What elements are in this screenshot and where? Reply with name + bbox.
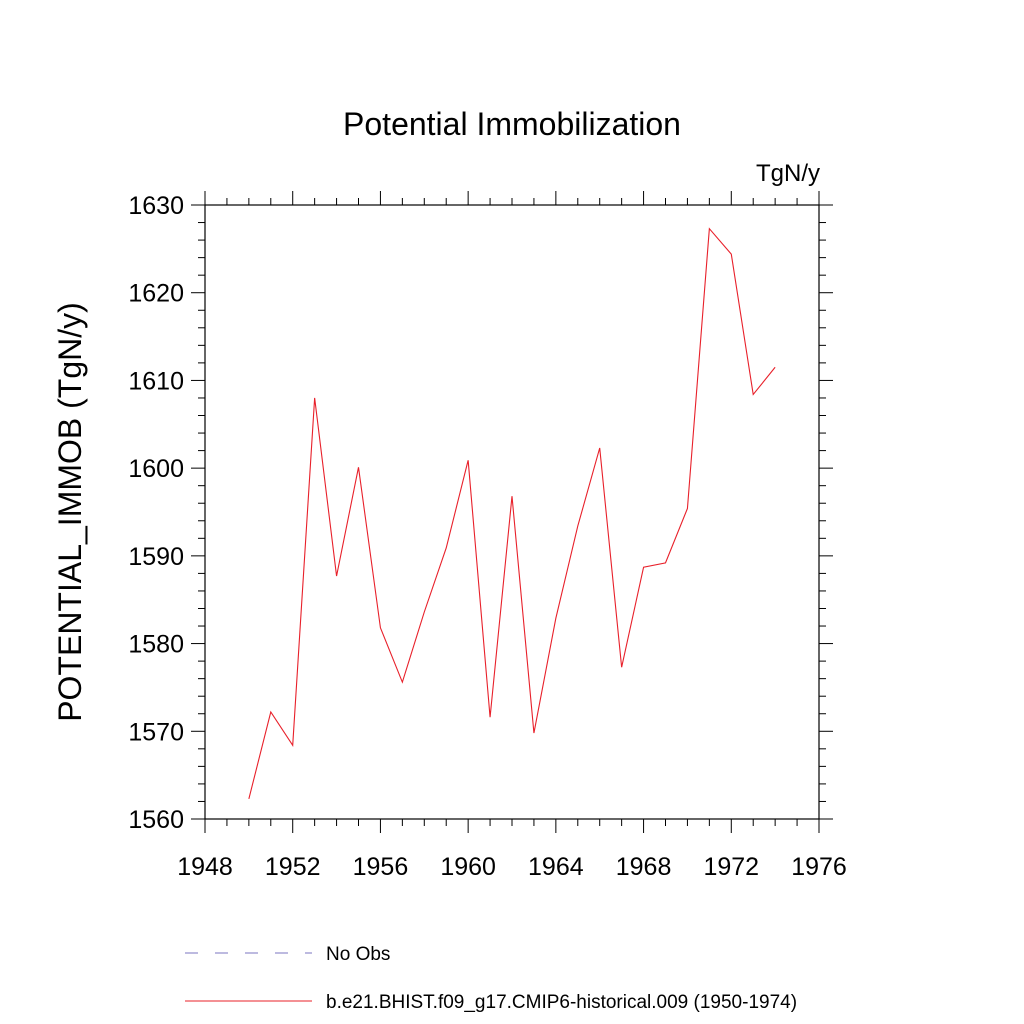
- y-tick-label: 1570: [128, 718, 184, 746]
- series-group: [248, 227, 776, 799]
- x-tick-label: 1948: [177, 853, 233, 881]
- units-label: TgN/y: [756, 160, 820, 187]
- y-axis-label: POTENTIAL_IMMOB (TgN/y): [52, 302, 88, 722]
- x-tick-label: 1976: [791, 853, 847, 881]
- x-tick-label: 1972: [703, 853, 759, 881]
- y-tick-label: 1630: [128, 192, 184, 220]
- chart-title: Potential Immobilization: [343, 106, 681, 142]
- y-tick-label: 1600: [128, 455, 184, 483]
- y-tick-label: 1590: [128, 543, 184, 571]
- axis-tick-labels: 1560 1570 1580 1590 1600 1610 1620 1630 1948 1952…: [128, 192, 846, 881]
- plot-frame: [204, 204, 820, 820]
- y-tick-label: 1580: [128, 631, 184, 659]
- y-tick-label: 1620: [128, 280, 184, 308]
- series-line: [248, 227, 776, 799]
- legend-label-model-run: b.e21.BHIST.f09_g17.CMIP6-historical.009…: [326, 992, 797, 1013]
- x-tick-label: 1968: [616, 853, 672, 881]
- legend-label-no-obs: No Obs: [326, 944, 390, 965]
- x-tick-label: 1952: [265, 853, 321, 881]
- y-tick-label: 1560: [128, 806, 184, 834]
- legend: No Obs b.e21.BHIST.f09_g17.CMIP6-histori…: [185, 944, 797, 1013]
- x-tick-label: 1964: [528, 853, 584, 881]
- y-tick-label: 1610: [128, 367, 184, 395]
- x-tick-label: 1956: [353, 853, 409, 881]
- axis-ticks: [191, 191, 833, 833]
- x-tick-label: 1960: [440, 853, 496, 881]
